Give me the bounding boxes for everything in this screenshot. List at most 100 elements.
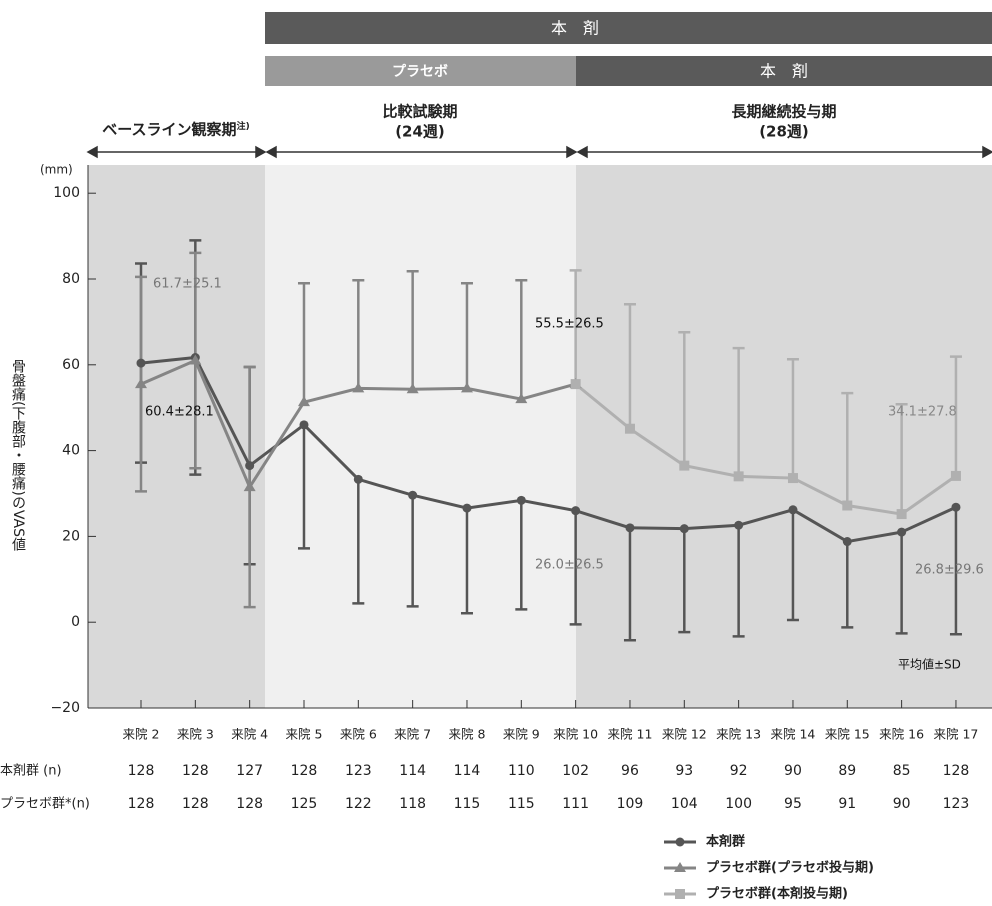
point	[675, 837, 685, 847]
header-bar	[576, 56, 992, 86]
error-bar	[678, 528, 691, 634]
longterm-band	[576, 165, 992, 708]
point	[842, 500, 853, 511]
table-cell: 125	[291, 796, 318, 812]
error-bar	[949, 507, 962, 636]
y-tick-label: 60	[62, 357, 80, 373]
x-tick-label: 来院 10	[553, 727, 598, 742]
point	[352, 382, 365, 393]
table-cell: 95	[784, 796, 802, 812]
point	[571, 506, 581, 516]
point	[896, 509, 907, 520]
table-cell: 104	[671, 796, 698, 812]
x-tick-label: 来院 17	[934, 727, 979, 742]
error-bar	[786, 509, 799, 622]
table-cell: 128	[182, 796, 209, 812]
header-label: 本 剤	[760, 62, 808, 81]
point	[462, 503, 472, 513]
header-bar	[265, 12, 992, 44]
point	[951, 502, 961, 512]
error-bar	[841, 541, 854, 629]
x-tick-label: 来院 13	[716, 727, 761, 742]
point	[788, 505, 798, 515]
error-bar	[515, 500, 528, 611]
error-bar	[732, 525, 745, 638]
point	[297, 396, 310, 407]
x-tick-label: 来院 2	[123, 727, 160, 742]
x-tick-label: 来院 16	[879, 727, 924, 742]
table-cell: 100	[725, 796, 752, 812]
annotation: 34.1±27.8	[888, 405, 957, 420]
point	[515, 393, 528, 404]
legend-label: プラセボ群(本剤投与期)	[706, 886, 848, 902]
annotation: 26.8±29.6	[915, 563, 984, 578]
y-tick-label: 20	[62, 528, 80, 544]
point	[516, 495, 526, 505]
baseline-band	[88, 165, 265, 708]
footnote-mark: 注)	[237, 120, 250, 132]
x-tick-label: 来院 7	[394, 727, 431, 742]
y-axis-label: 骨盤痛(下腹部・腰痛)のVAS値	[10, 359, 26, 551]
point	[408, 490, 418, 500]
header-label: 本 剤	[551, 19, 599, 38]
series-line	[574, 382, 957, 516]
point	[353, 474, 363, 484]
y-tick-label: −20	[50, 700, 80, 716]
x-tick-label: 来院 6	[340, 727, 377, 742]
x-tick-label: 来院 15	[825, 727, 870, 742]
x-tick-label: 来院 9	[503, 727, 540, 742]
table-cell: 127	[236, 763, 263, 779]
point	[243, 481, 256, 492]
error-bar	[352, 479, 365, 605]
point	[136, 358, 146, 368]
error-bar	[569, 510, 582, 626]
x-tick-label: 来院 8	[449, 727, 486, 742]
error-bar	[678, 330, 691, 466]
error-bar	[406, 270, 419, 390]
table-cell: 85	[893, 763, 911, 779]
error-bar	[895, 403, 908, 515]
table-cell: 128	[182, 763, 209, 779]
y-tick-label: 40	[62, 443, 80, 459]
annotation: 61.7±25.1	[153, 277, 222, 292]
point	[299, 420, 309, 430]
error-bar	[623, 303, 636, 429]
point	[787, 473, 798, 484]
x-tick-label: 来院 14	[771, 727, 816, 742]
table-cell: 118	[399, 796, 426, 812]
table-cell: 102	[562, 763, 589, 779]
point	[675, 889, 685, 899]
error-bar	[732, 346, 745, 477]
point	[625, 523, 635, 533]
legend-label: 本剤群	[706, 834, 745, 850]
error-bar	[949, 355, 962, 476]
point	[189, 354, 202, 365]
error-bar	[895, 532, 908, 635]
point	[570, 379, 581, 390]
table-cell: 128	[943, 763, 970, 779]
table-cell: 123	[943, 796, 970, 812]
table-cell: 128	[128, 763, 155, 779]
table-cell: 109	[617, 796, 644, 812]
point	[679, 524, 689, 534]
point	[674, 862, 686, 872]
error-bar	[297, 424, 310, 550]
point	[679, 460, 690, 471]
table-cell: 115	[508, 796, 535, 812]
y-unit: (mm)	[40, 163, 73, 177]
table-cell: 96	[621, 763, 639, 779]
comparison-band	[265, 165, 576, 708]
error-bar	[569, 269, 582, 385]
error-bar	[841, 391, 854, 506]
error-bar	[460, 508, 473, 615]
table-cell: 114	[399, 763, 426, 779]
period-label: (28週)	[759, 123, 809, 141]
period-label: 長期継続投与期	[731, 103, 836, 121]
point	[245, 461, 255, 471]
period-label: (24週)	[395, 123, 445, 141]
x-tick-label: 来院 4	[231, 727, 268, 742]
point	[460, 382, 473, 393]
period-label: 比較試験期	[382, 103, 457, 121]
x-tick-label: 来院 5	[286, 727, 323, 742]
